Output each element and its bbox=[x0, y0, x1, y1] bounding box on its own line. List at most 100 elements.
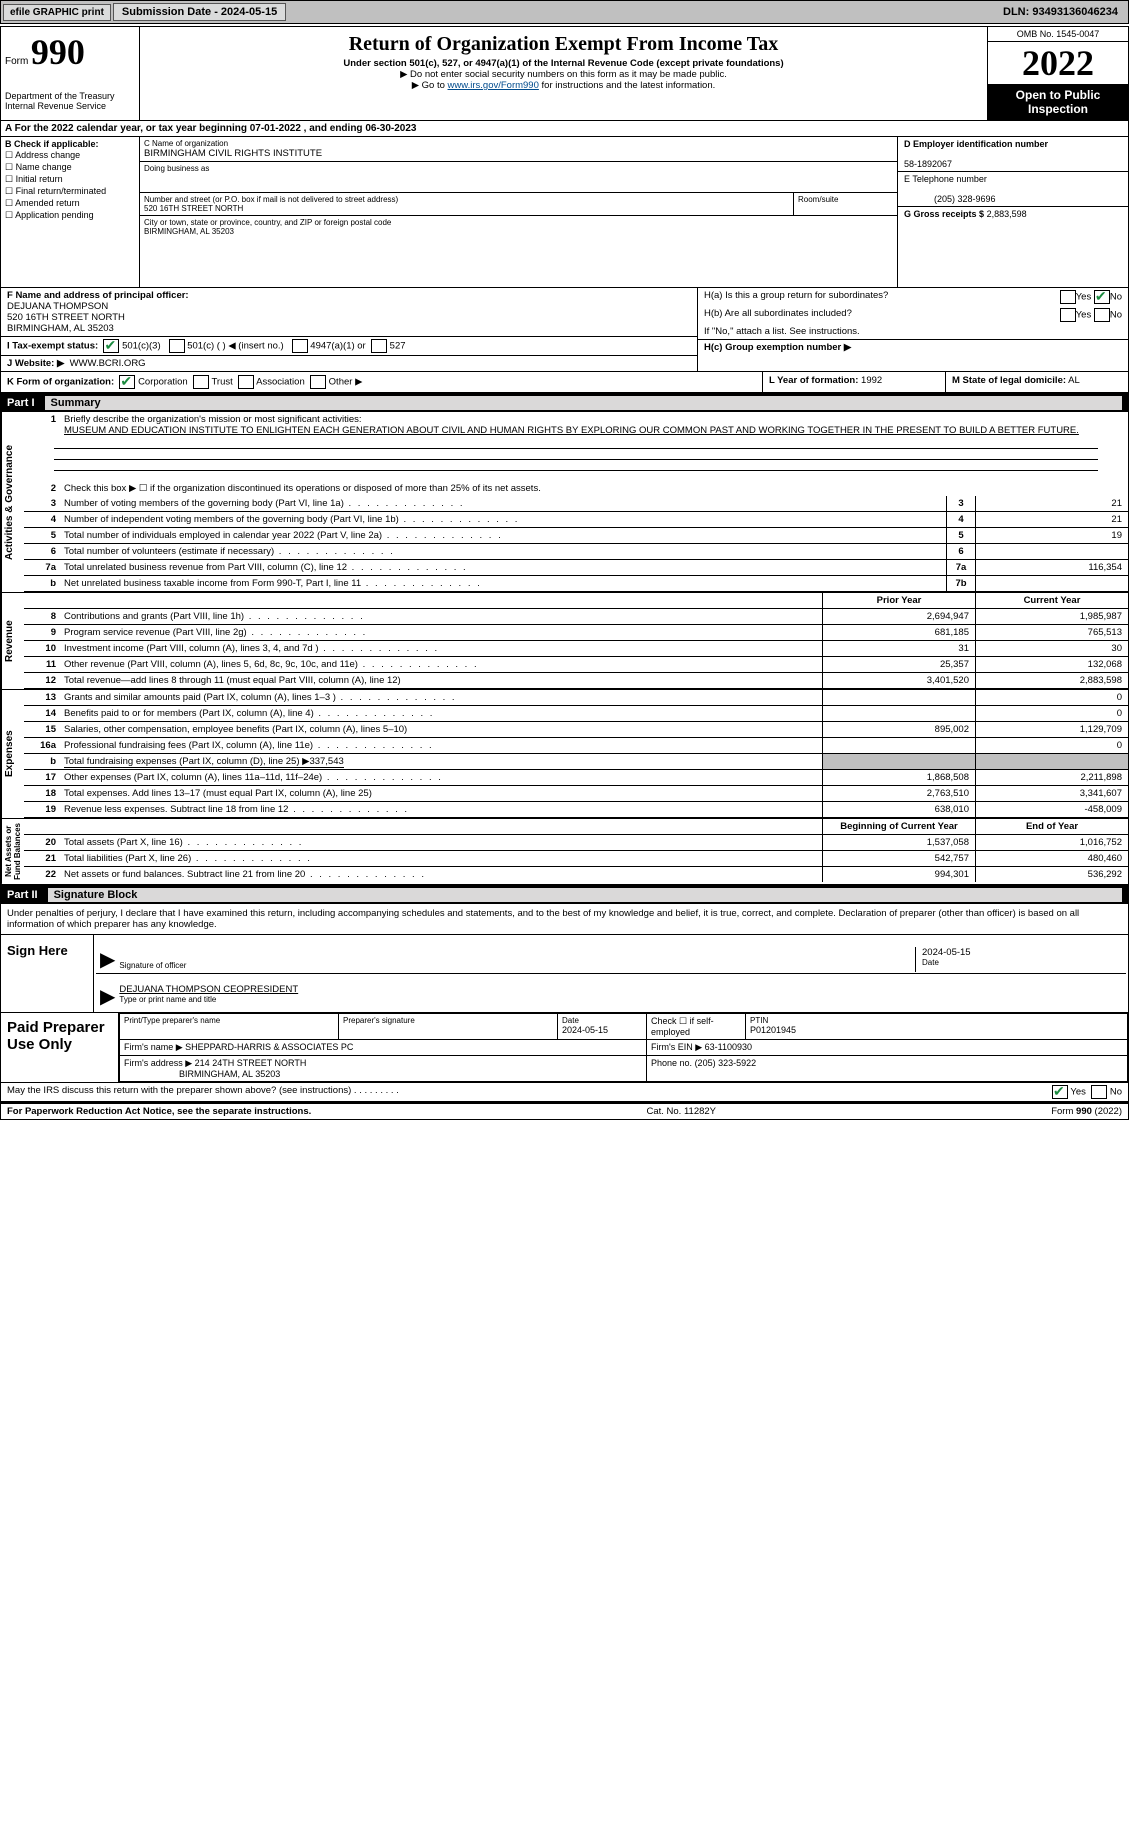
firm-ein-label: Firm's EIN ▶ bbox=[651, 1042, 702, 1052]
i-label: I Tax-exempt status: bbox=[7, 341, 98, 352]
opt-527: 527 bbox=[390, 341, 406, 352]
gross-value: 2,883,598 bbox=[987, 209, 1027, 219]
l13-desc: Grants and similar amounts paid (Part IX… bbox=[64, 692, 336, 703]
hb-no[interactable] bbox=[1094, 308, 1110, 322]
l7a-val: 116,354 bbox=[975, 560, 1128, 575]
part1-num: Part I bbox=[7, 397, 41, 409]
discuss-no[interactable] bbox=[1091, 1085, 1107, 1099]
cb-name-change[interactable]: ☐ Name change bbox=[5, 162, 135, 173]
form-990-container: Form 990 Department of the Treasury Inte… bbox=[0, 26, 1129, 1120]
l22-prior: 994,301 bbox=[822, 867, 975, 882]
l4-desc: Number of independent voting members of … bbox=[64, 514, 399, 525]
l21-desc: Total liabilities (Part X, line 26) bbox=[64, 853, 191, 864]
l13-curr: 0 bbox=[975, 690, 1128, 705]
hb-yes[interactable] bbox=[1060, 308, 1076, 322]
firm-ein-value: 63-1100930 bbox=[705, 1042, 752, 1052]
ptin-label: PTIN bbox=[750, 1016, 1123, 1025]
l20-curr: 1,016,752 bbox=[975, 835, 1128, 850]
l18-prior: 2,763,510 bbox=[822, 786, 975, 801]
l4-val: 21 bbox=[975, 512, 1128, 527]
org-name-value: BIRMINGHAM CIVIL RIGHTS INSTITUTE bbox=[144, 148, 893, 159]
dba-label: Doing business as bbox=[144, 164, 893, 173]
org-name-label: C Name of organization bbox=[144, 139, 893, 148]
l11-desc: Other revenue (Part VIII, column (A), li… bbox=[64, 659, 358, 670]
l7b-val bbox=[975, 576, 1128, 591]
firm-addr-label: Firm's address ▶ bbox=[124, 1058, 192, 1068]
l19-curr: -458,009 bbox=[975, 802, 1128, 817]
dln-label: DLN: 93493136046234 bbox=[1003, 6, 1126, 18]
cb-527[interactable] bbox=[371, 339, 387, 353]
line-j-website: J Website: ▶ WWW.BCRI.ORG bbox=[1, 356, 697, 371]
top-control-bar: efile GRAPHIC print Submission Date - 20… bbox=[0, 0, 1129, 24]
irs-link[interactable]: www.irs.gov/Form990 bbox=[448, 80, 539, 91]
l3-box: 3 bbox=[946, 496, 975, 511]
cb-app-pending[interactable]: ☐ Application pending bbox=[5, 210, 135, 221]
l17-desc: Other expenses (Part IX, column (A), lin… bbox=[64, 772, 322, 783]
line-i-status: I Tax-exempt status: 501(c)(3) 501(c) ( … bbox=[1, 337, 697, 356]
l8-curr: 1,985,987 bbox=[975, 609, 1128, 624]
vlabel-expenses: Expenses bbox=[1, 690, 24, 818]
vlabel-netassets: Net Assets or Fund Balances bbox=[1, 819, 24, 884]
cb-4947[interactable] bbox=[292, 339, 308, 353]
cb-assoc[interactable] bbox=[238, 375, 254, 389]
cb-address-change[interactable]: ☐ Address change bbox=[5, 150, 135, 161]
form-subtitle: Under section 501(c), 527, or 4947(a)(1)… bbox=[144, 58, 983, 69]
l21-curr: 480,460 bbox=[975, 851, 1128, 866]
firm-addr1: 214 24TH STREET NORTH bbox=[195, 1058, 307, 1068]
cb-501c3[interactable] bbox=[103, 339, 119, 353]
vlabel-revenue: Revenue bbox=[1, 593, 24, 689]
ptin-value: P01201945 bbox=[750, 1025, 796, 1035]
l3-desc: Number of voting members of the governin… bbox=[64, 498, 344, 509]
sig-date-label: Date bbox=[922, 958, 1122, 967]
l15-prior: 895,002 bbox=[822, 722, 975, 737]
l6-val bbox=[975, 544, 1128, 559]
hb-row: H(b) Are all subordinates included? Yes … bbox=[698, 306, 1128, 324]
l10-prior: 31 bbox=[822, 641, 975, 656]
efile-print-button[interactable]: efile GRAPHIC print bbox=[3, 4, 111, 21]
note-ssn: ▶ Do not enter social security numbers o… bbox=[144, 69, 983, 80]
form-id-block: Form 990 Department of the Treasury Inte… bbox=[1, 27, 140, 120]
preparer-table: Print/Type preparer's name Preparer's si… bbox=[119, 1013, 1128, 1082]
cb-final-return[interactable]: ☐ Final return/terminated bbox=[5, 186, 135, 197]
l15-desc: Salaries, other compensation, employee b… bbox=[64, 724, 407, 735]
f-label: F Name and address of principal officer: bbox=[7, 290, 189, 301]
ha-no[interactable] bbox=[1094, 290, 1110, 304]
ein-label: D Employer identification number bbox=[904, 139, 1048, 149]
officer-addr1: 520 16TH STREET NORTH bbox=[7, 312, 125, 323]
line-m: M State of legal domicile: AL bbox=[946, 372, 1128, 392]
discuss-yes[interactable] bbox=[1052, 1085, 1068, 1099]
prior-year-hdr: Prior Year bbox=[822, 593, 975, 608]
l12-desc: Total revenue—add lines 8 through 11 (mu… bbox=[64, 675, 401, 686]
l19-desc: Revenue less expenses. Subtract line 18 … bbox=[64, 804, 288, 815]
ein-value: 58-1892067 bbox=[904, 159, 952, 169]
l18-curr: 3,341,607 bbox=[975, 786, 1128, 801]
suite-label: Room/suite bbox=[794, 193, 897, 215]
l16b-curr-grey bbox=[975, 754, 1128, 769]
vlabel-activities: Activities & Governance bbox=[1, 412, 24, 592]
street-value: 520 16TH STREET NORTH bbox=[144, 204, 789, 213]
l11-curr: 132,068 bbox=[975, 657, 1128, 672]
cb-other[interactable] bbox=[310, 375, 326, 389]
cb-trust[interactable] bbox=[193, 375, 209, 389]
prep-name-label: Print/Type preparer's name bbox=[124, 1016, 334, 1025]
l8-desc: Contributions and grants (Part VIII, lin… bbox=[64, 611, 244, 622]
l12-curr: 2,883,598 bbox=[975, 673, 1128, 688]
l17-prior: 1,868,508 bbox=[822, 770, 975, 785]
check-self-employed: Check ☐ if self-employed bbox=[647, 1013, 746, 1039]
note-goto-pre: ▶ Go to bbox=[412, 80, 448, 91]
cb-initial-return[interactable]: ☐ Initial return bbox=[5, 174, 135, 185]
city-value: BIRMINGHAM, AL 35203 bbox=[144, 227, 893, 236]
ha-yes[interactable] bbox=[1060, 290, 1076, 304]
cb-corp[interactable] bbox=[119, 375, 135, 389]
l17-curr: 2,211,898 bbox=[975, 770, 1128, 785]
cb-amended[interactable]: ☐ Amended return bbox=[5, 198, 135, 209]
form-title: Return of Organization Exempt From Incom… bbox=[144, 33, 983, 56]
l12-prior: 3,401,520 bbox=[822, 673, 975, 688]
hb-note: If "No," attach a list. See instructions… bbox=[698, 324, 1128, 339]
cb-501c[interactable] bbox=[169, 339, 185, 353]
col-b-label: B Check if applicable: bbox=[5, 139, 99, 149]
hb-label: H(b) Are all subordinates included? bbox=[704, 308, 852, 322]
part1-title: Summary bbox=[45, 396, 1122, 410]
org-name-box: C Name of organization BIRMINGHAM CIVIL … bbox=[140, 137, 897, 162]
l14-desc: Benefits paid to or for members (Part IX… bbox=[64, 708, 314, 719]
